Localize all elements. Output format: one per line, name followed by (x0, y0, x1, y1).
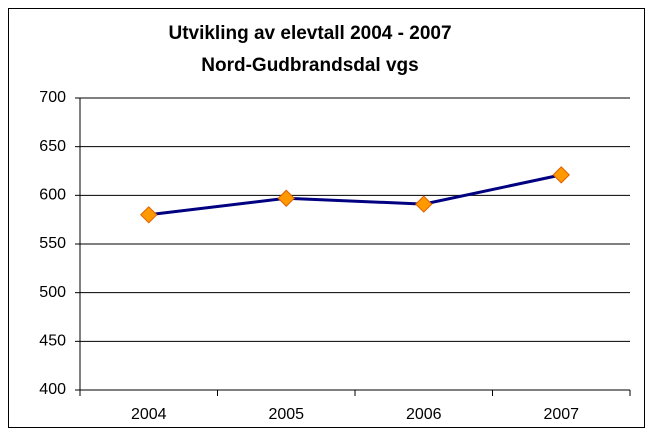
y-tick-label: 450 (39, 333, 66, 350)
data-line (148, 173, 562, 217)
x-tick-label: 2006 (406, 406, 442, 423)
data-point (552, 166, 570, 184)
data-point (277, 189, 295, 207)
y-tick-label: 500 (39, 284, 66, 301)
chart-title: Utvikling av elevtall 2004 - 2007 (168, 23, 451, 44)
y-tick-label: 650 (39, 138, 66, 155)
data-point (415, 195, 433, 213)
data-point (140, 206, 158, 224)
chart-subtitle: Nord-Gudbrandsdal vgs (201, 55, 418, 76)
x-tick-label: 2007 (543, 406, 579, 423)
chart-border (8, 8, 645, 428)
y-tick-label: 400 (39, 381, 66, 398)
y-tick-label: 700 (39, 89, 66, 106)
y-tick-label: 600 (39, 187, 66, 204)
x-tick-label: 2004 (131, 406, 167, 423)
y-tick-label: 550 (39, 235, 66, 252)
x-tick-label: 2005 (268, 406, 304, 423)
